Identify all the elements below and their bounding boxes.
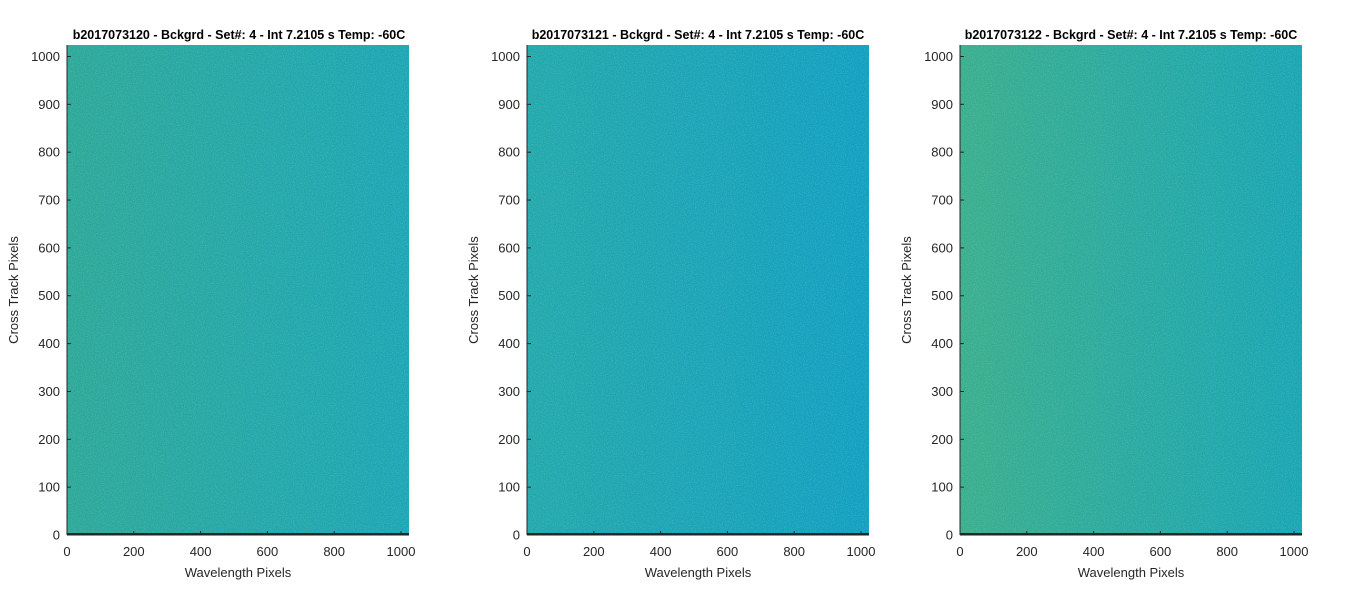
y-tick-label: 1000 bbox=[491, 49, 520, 64]
chart-title: b2017073120 - Bckgrd - Set#: 4 - Int 7.2… bbox=[73, 28, 406, 42]
y-tick-label: 400 bbox=[38, 336, 60, 351]
x-tick-label: 0 bbox=[956, 544, 963, 559]
x-tick-label: 800 bbox=[1216, 544, 1238, 559]
x-tick-label: 0 bbox=[523, 544, 530, 559]
heatmap-noise bbox=[527, 45, 869, 535]
y-tick-label: 500 bbox=[498, 288, 520, 303]
x-tick-label: 200 bbox=[583, 544, 605, 559]
y-tick-label: 0 bbox=[513, 528, 520, 543]
y-tick-label: 600 bbox=[931, 240, 953, 255]
y-tick-label: 500 bbox=[931, 288, 953, 303]
y-tick-label: 800 bbox=[498, 145, 520, 160]
y-tick-label: 900 bbox=[38, 97, 60, 112]
x-axis-label: Wavelength Pixels bbox=[645, 565, 752, 580]
chart-title: b2017073121 - Bckgrd - Set#: 4 - Int 7.2… bbox=[532, 28, 865, 42]
x-tick-label: 200 bbox=[1016, 544, 1038, 559]
y-tick-label: 900 bbox=[498, 97, 520, 112]
x-tick-label: 0 bbox=[63, 544, 70, 559]
x-tick-label: 1000 bbox=[1280, 544, 1309, 559]
y-tick-label: 1000 bbox=[924, 49, 953, 64]
y-tick-label: 600 bbox=[38, 240, 60, 255]
y-tick-label: 700 bbox=[931, 193, 953, 208]
y-tick-label: 0 bbox=[53, 528, 60, 543]
y-tick-label: 200 bbox=[38, 432, 60, 447]
x-tick-label: 200 bbox=[123, 544, 145, 559]
x-tick-label: 600 bbox=[257, 544, 279, 559]
x-tick-label: 1000 bbox=[847, 544, 876, 559]
heatmap-bottom-row bbox=[67, 533, 409, 535]
x-tick-label: 600 bbox=[1150, 544, 1172, 559]
heatmap-bottom-row bbox=[527, 533, 869, 535]
y-tick-label: 700 bbox=[498, 193, 520, 208]
y-tick-label: 0 bbox=[946, 528, 953, 543]
x-tick-label: 1000 bbox=[387, 544, 416, 559]
x-tick-label: 800 bbox=[783, 544, 805, 559]
heatmap-noise bbox=[67, 45, 409, 535]
y-axis-label: Cross Track Pixels bbox=[899, 236, 914, 344]
heatmap-bottom-row bbox=[960, 533, 1302, 535]
y-tick-label: 300 bbox=[931, 384, 953, 399]
y-tick-label: 300 bbox=[498, 384, 520, 399]
y-tick-label: 100 bbox=[498, 480, 520, 495]
y-axis-label: Cross Track Pixels bbox=[6, 236, 21, 344]
x-axis-label: Wavelength Pixels bbox=[185, 565, 292, 580]
heatmap-panel-1: 0 200 400 600 800 1000 0 100 200 300 400 500 600 700 8… bbox=[6, 28, 415, 580]
x-tick-label: 400 bbox=[650, 544, 672, 559]
y-tick-label: 200 bbox=[498, 432, 520, 447]
x-axis-label: Wavelength Pixels bbox=[1078, 565, 1185, 580]
y-tick-label: 800 bbox=[931, 145, 953, 160]
heatmap-panel-2: 0 200 400 600 800 1000 0 100 200 300 400 500 600 700 8… bbox=[466, 28, 875, 580]
y-tick-label: 400 bbox=[931, 336, 953, 351]
heatmap-panel-3: 0 200 400 600 800 1000 0 100 200 300 400 500 600 700 8… bbox=[899, 28, 1308, 580]
y-tick-label: 100 bbox=[931, 480, 953, 495]
y-axis-label: Cross Track Pixels bbox=[466, 236, 481, 344]
x-tick-label: 800 bbox=[323, 544, 345, 559]
y-tick-label: 1000 bbox=[31, 49, 60, 64]
y-tick-label: 600 bbox=[498, 240, 520, 255]
y-tick-label: 800 bbox=[38, 145, 60, 160]
x-tick-label: 600 bbox=[717, 544, 739, 559]
y-tick-label: 900 bbox=[931, 97, 953, 112]
y-tick-label: 200 bbox=[931, 432, 953, 447]
y-tick-label: 700 bbox=[38, 193, 60, 208]
y-tick-label: 400 bbox=[498, 336, 520, 351]
chart-title: b2017073122 - Bckgrd - Set#: 4 - Int 7.2… bbox=[965, 28, 1298, 42]
x-tick-label: 400 bbox=[1083, 544, 1105, 559]
y-tick-label: 100 bbox=[38, 480, 60, 495]
x-tick-label: 400 bbox=[190, 544, 212, 559]
y-tick-label: 500 bbox=[38, 288, 60, 303]
y-tick-label: 300 bbox=[38, 384, 60, 399]
heatmap-noise bbox=[960, 45, 1302, 535]
